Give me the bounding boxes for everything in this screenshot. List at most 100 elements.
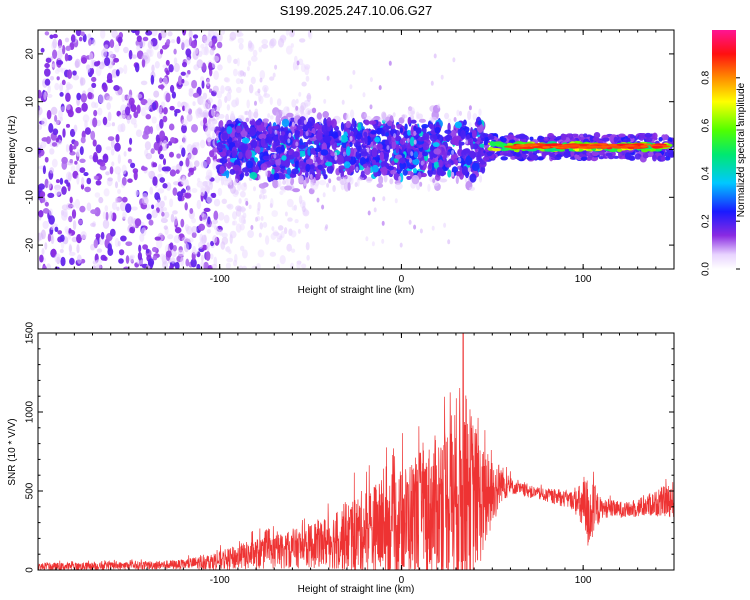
spectrogram-cell (332, 131, 338, 137)
spectrogram-cell (84, 186, 91, 193)
spectrogram-cell (589, 135, 594, 142)
spectrogram-cell (80, 231, 87, 240)
spectrogram-cell (217, 187, 223, 196)
spectrogram-cell (364, 135, 368, 145)
spectrogram-cell (110, 139, 115, 149)
spectrogram-cell (393, 133, 397, 139)
spectrogram-cell (117, 154, 121, 164)
spectrogram-cell (412, 168, 418, 174)
spectrogram-cell (165, 92, 171, 103)
spectrogram-cell (470, 140, 474, 150)
spectrogram-cell (579, 133, 585, 138)
spectrogram-cell (260, 163, 268, 171)
spectrogram-cell (105, 211, 109, 221)
spectrogram-cell (391, 140, 397, 150)
spectrogram-cell (200, 112, 208, 118)
spectrogram-cell (259, 194, 262, 200)
spectrogram-cell (437, 103, 441, 109)
spectrogram-cell (586, 152, 591, 156)
spectrogram-cell (117, 172, 121, 183)
spectrogram-cell (183, 242, 190, 253)
spectrogram-cell (407, 106, 416, 117)
colorbar-tick-label: 0.6 (701, 118, 712, 132)
spectrogram-cell (74, 60, 80, 69)
spectrogram-cell (172, 210, 178, 215)
spectrogram-cell (44, 63, 50, 69)
spectrogram-cell (229, 168, 236, 175)
spectrogram-cell (118, 249, 125, 256)
spectrogram-cell (235, 97, 240, 106)
spectrogram-cell (252, 49, 258, 57)
spectrogram-cell (130, 206, 138, 211)
spectrogram-cell (252, 166, 258, 174)
spectrogram-cell (185, 258, 190, 267)
spectrogram-cell (170, 213, 175, 223)
spectrogram-cell (369, 104, 373, 110)
spectrogram-cell (398, 176, 402, 181)
spectrogram-cell (292, 61, 297, 71)
spectrogram-cell (46, 263, 52, 269)
spectrogram-cell (658, 136, 663, 142)
spectrogram-cell (134, 218, 142, 227)
spectrogram-cell (192, 92, 200, 98)
spectrogram-cell (38, 124, 43, 131)
spectrogram-cell (94, 175, 99, 180)
spectrogram-cell (408, 219, 412, 225)
spectrogram-cell (62, 208, 68, 218)
spectrogram-cell (219, 151, 227, 157)
spectrogram-cell (218, 114, 225, 119)
spectrogram-cell (147, 40, 153, 49)
spectrogram-cell (385, 132, 390, 137)
spectrogram-cell (118, 258, 124, 264)
spectrogram-x-ticks: -100 0 100 (55, 30, 675, 285)
spectrogram-cell (291, 205, 296, 211)
spectrogram-cell (406, 138, 410, 143)
spectrogram-cell (521, 146, 535, 150)
spectrogram-cell (317, 164, 323, 170)
spectrogram-cell (54, 69, 60, 75)
y-tick-label: 500 (25, 482, 36, 499)
spectrogram-cell (323, 98, 327, 104)
spectrogram-cell (130, 162, 136, 169)
spectrogram-cell (465, 139, 469, 145)
spectrogram-cell (210, 120, 215, 130)
spectrogram-cell (47, 181, 52, 190)
spectrogram-cell (173, 48, 177, 55)
spectrogram-cell (129, 137, 133, 145)
spectrogram-cell (592, 137, 600, 141)
spectrogram-cell (177, 249, 185, 257)
spectrogram-cell (586, 156, 592, 161)
spectrogram-cell (444, 112, 450, 120)
spectrogram-cell (381, 220, 385, 226)
spectrogram-cell (80, 258, 86, 264)
spectrogram-cell (40, 229, 46, 240)
spectrogram-cell (64, 226, 69, 233)
spectrogram-cell (305, 75, 310, 82)
spectrogram-cell (299, 128, 304, 137)
spectrogram-cell (169, 105, 175, 111)
spectrogram-cell (159, 77, 163, 84)
spectrogram-cell (379, 151, 385, 161)
spectrogram-cell (169, 84, 175, 93)
spectrogram-cell (52, 33, 58, 39)
spectrogram-cell (455, 170, 463, 177)
spectrogram-cell (151, 204, 155, 210)
spectrogram-cell (244, 172, 250, 177)
spectrogram-cell (215, 228, 220, 236)
spectrogram-cell (312, 156, 316, 162)
spectrogram-cell (280, 160, 289, 165)
spectrogram-cell (571, 133, 579, 137)
spectrogram-cell (74, 160, 78, 165)
spectrogram-cell (88, 52, 94, 61)
spectrogram-cell (133, 111, 139, 119)
spectrogram-cell (306, 254, 310, 261)
spectrogram-cell (250, 225, 254, 230)
y-tick-label: 0 (25, 567, 36, 573)
spectrogram-cell (176, 153, 181, 159)
spectrogram-cell (281, 155, 287, 161)
spectrogram-cell (346, 170, 352, 176)
spectrogram-cell (376, 143, 383, 150)
spectrogram-cell (380, 161, 388, 168)
spectrogram-cell (125, 255, 130, 264)
spectrogram-cell (224, 77, 231, 83)
